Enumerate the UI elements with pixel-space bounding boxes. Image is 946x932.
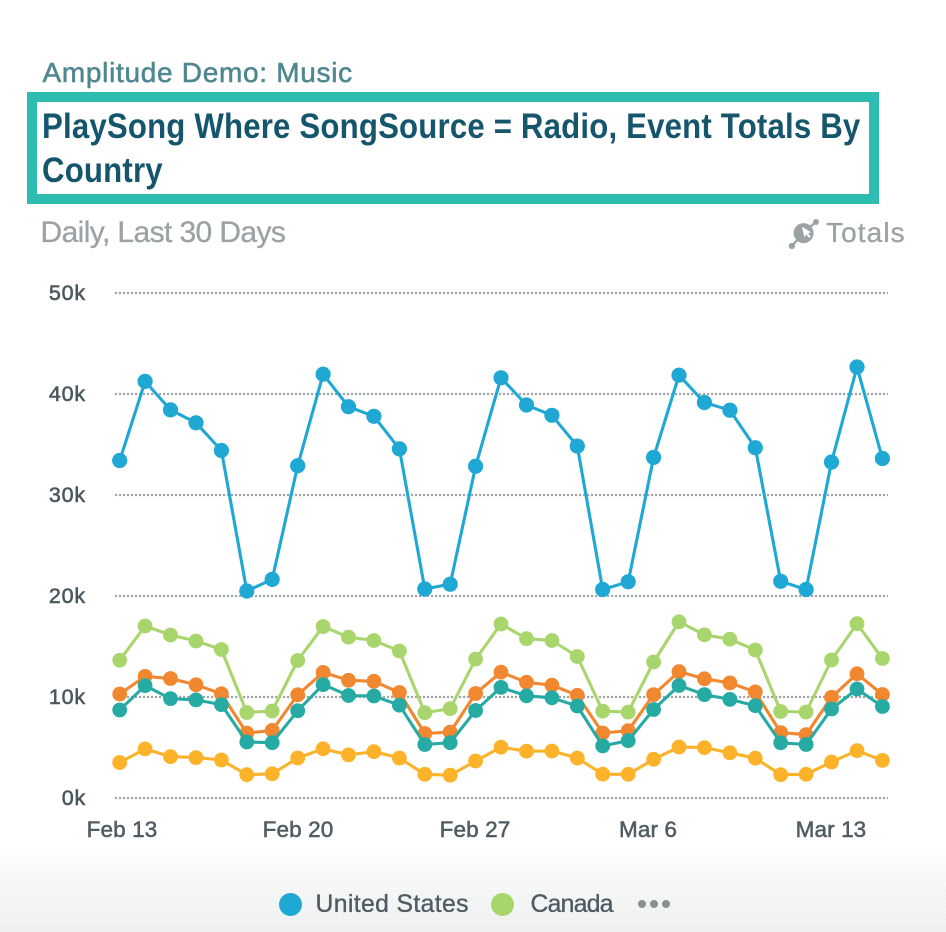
svg-text:40k: 40k <box>49 382 86 406</box>
svg-text:30k: 30k <box>49 483 86 507</box>
svg-text:Feb 20: Feb 20 <box>263 817 334 842</box>
svg-text:Feb 27: Feb 27 <box>440 817 511 842</box>
svg-text:0k: 0k <box>62 786 86 810</box>
svg-text:Feb 13: Feb 13 <box>87 817 158 842</box>
svg-text:Mar 6: Mar 6 <box>619 817 677 842</box>
svg-text:20k: 20k <box>49 584 86 608</box>
svg-text:50k: 50k <box>49 281 86 305</box>
svg-text:10k: 10k <box>49 685 86 709</box>
svg-text:Mar 13: Mar 13 <box>796 817 867 842</box>
